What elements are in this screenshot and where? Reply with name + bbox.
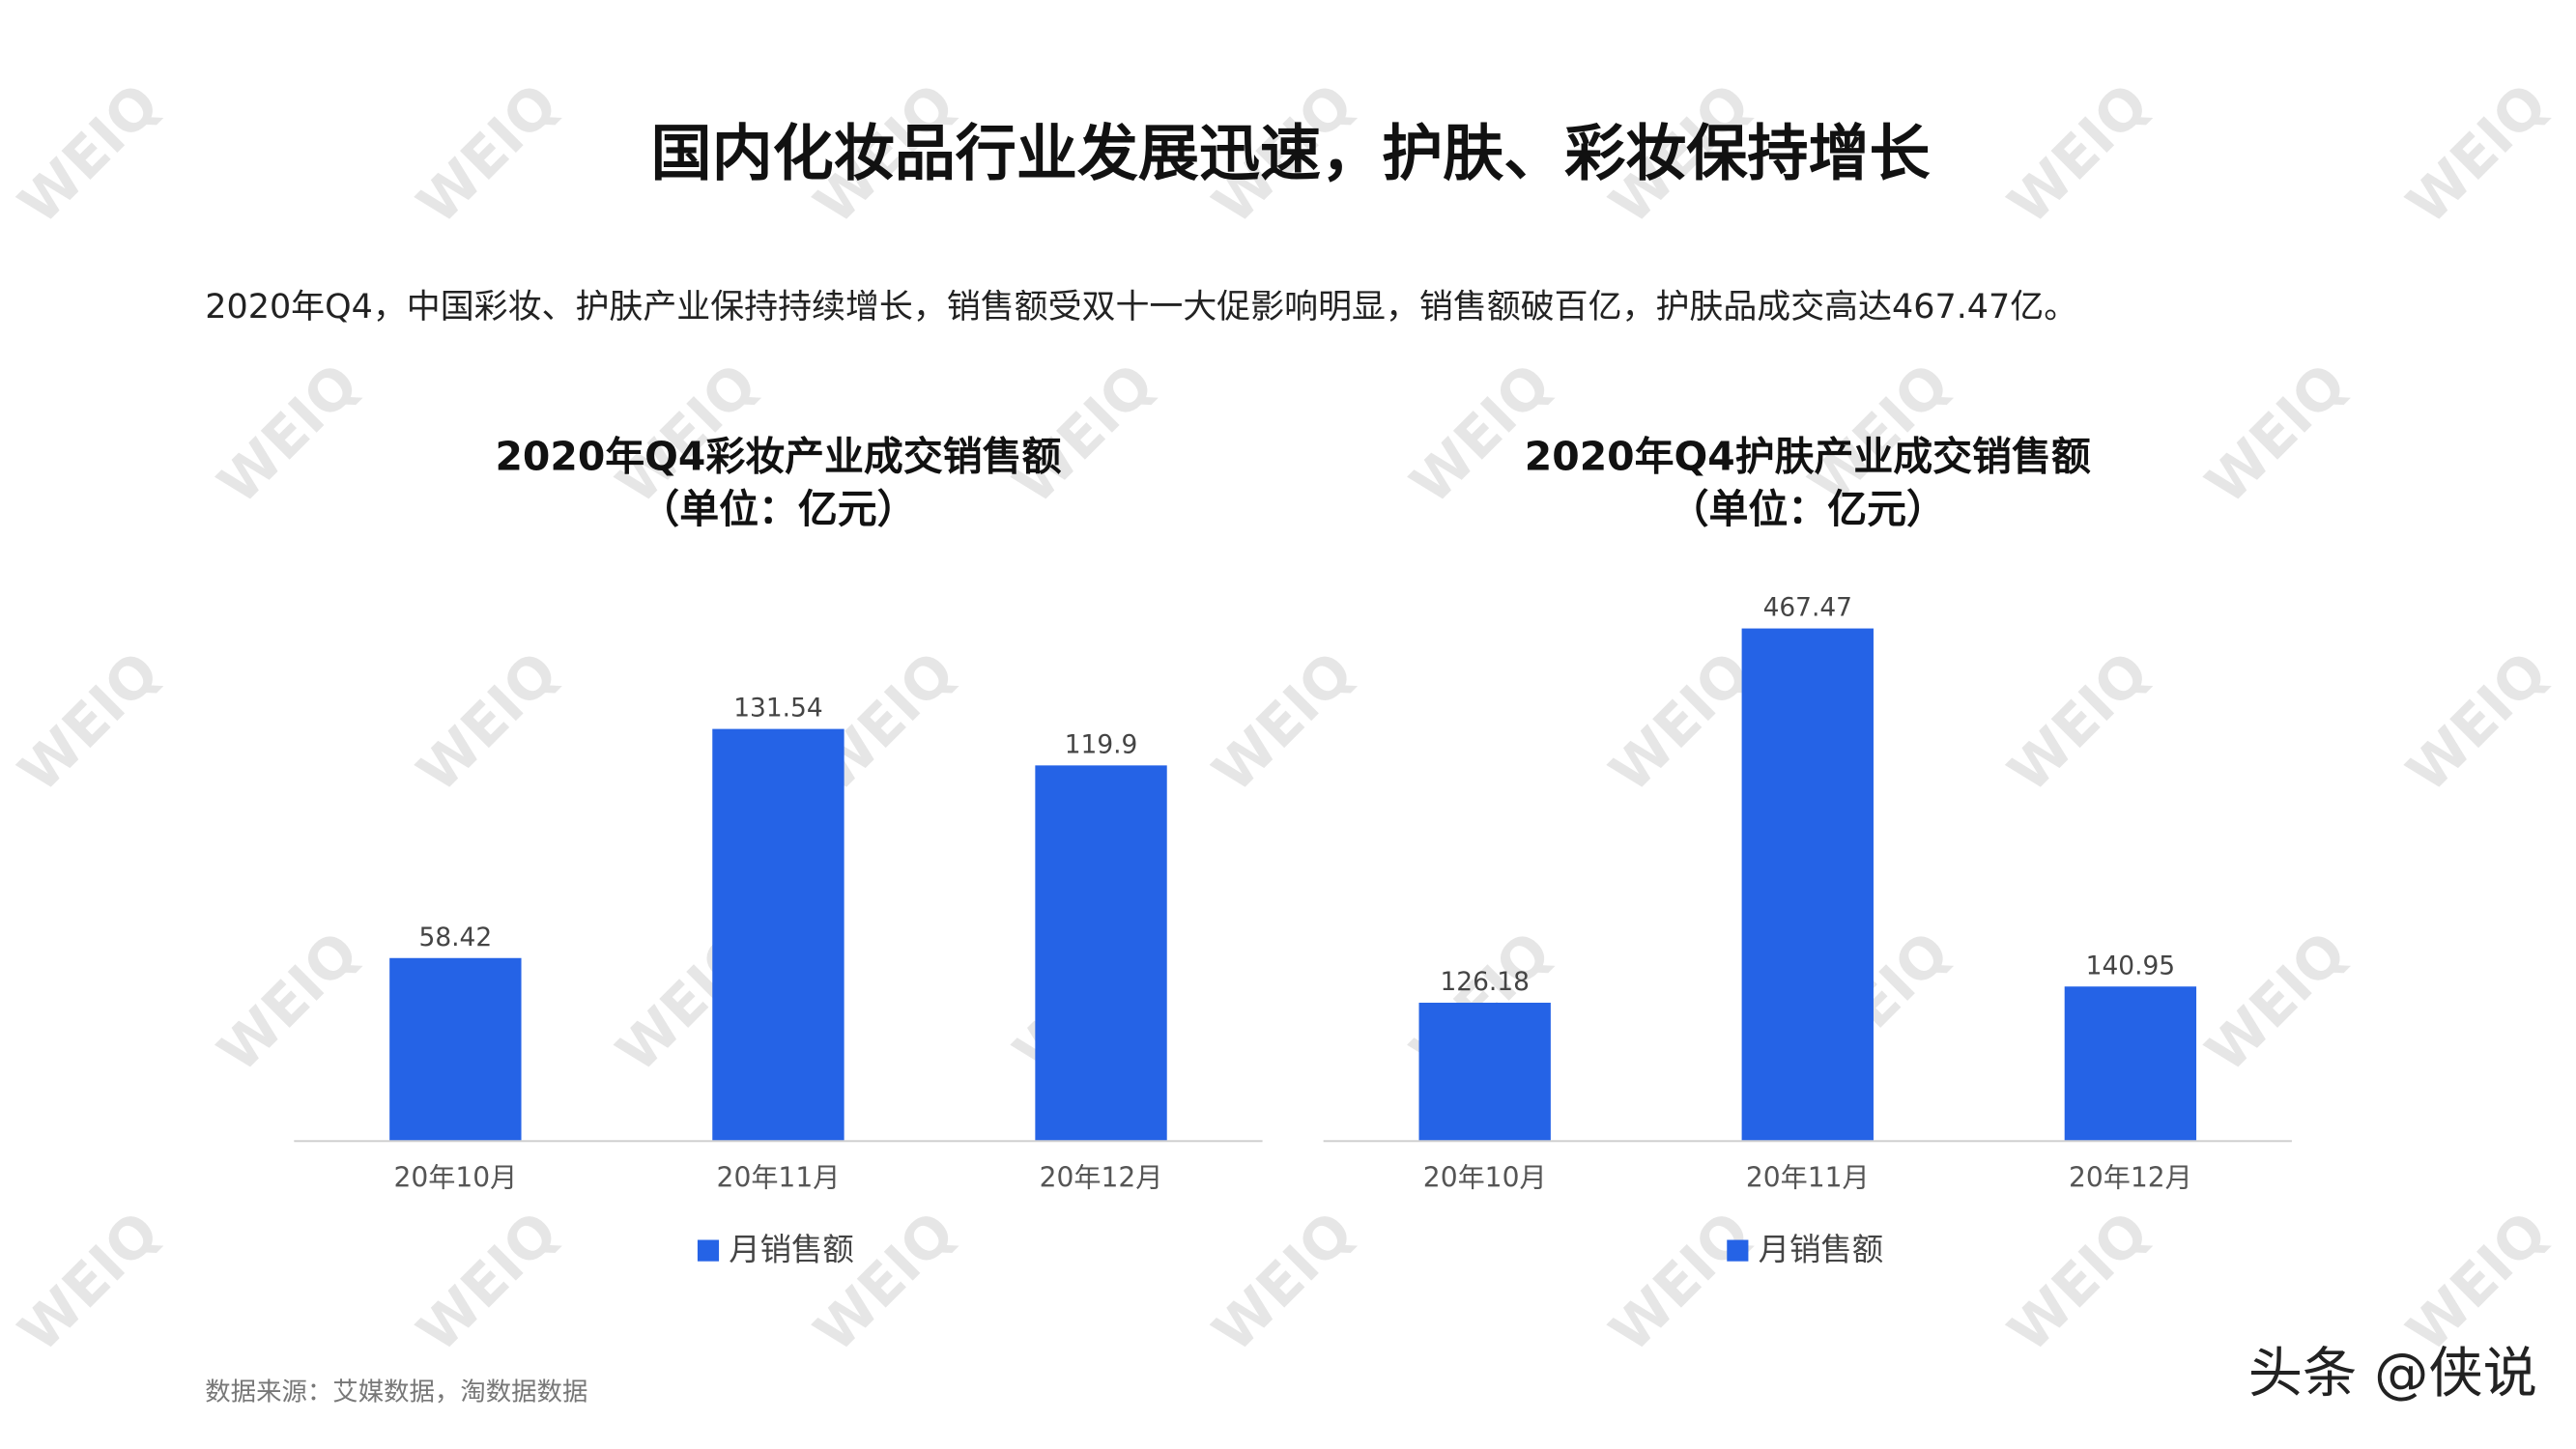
legend-label: 月销售额 [729, 1231, 854, 1267]
chart-subtitle: （单位：亿元） [1670, 486, 1946, 532]
x-tick-label: 20年12月 [1040, 1161, 1163, 1193]
credit: 头条 @侠说 [2248, 1343, 2537, 1406]
value-label: 140.95 [2086, 951, 2175, 980]
slide-title: 国内化妆品行业发展迅速，护肤、彩妆保持增长 [651, 118, 1931, 189]
value-label: 58.42 [419, 923, 493, 952]
bar [1418, 1003, 1551, 1142]
value-label: 467.47 [1763, 593, 1852, 623]
slide-subtitle: 2020年Q4，中国彩妆、护肤产业保持持续增长，销售额受双十一大促影响明显，销售… [205, 288, 2077, 327]
bar [712, 728, 844, 1142]
value-label: 119.9 [1065, 729, 1138, 759]
x-tick-label: 20年12月 [2069, 1161, 2192, 1193]
legend-label: 月销售额 [1759, 1231, 1884, 1267]
bar [1741, 628, 1874, 1142]
bar [2064, 986, 2197, 1142]
value-label: 126.18 [1440, 967, 1529, 997]
chart-title: 2020年Q4彩妆产业成交销售额 [495, 434, 1061, 480]
chart-title: 2020年Q4护肤产业成交销售额 [1525, 434, 2091, 480]
x-tick-label: 20年11月 [1746, 1161, 1870, 1193]
x-tick-label: 20年11月 [717, 1161, 841, 1193]
source-note: 数据来源：艾媒数据，淘数据数据 [205, 1378, 587, 1407]
bar [1035, 765, 1167, 1142]
bar [389, 957, 522, 1142]
x-tick-label: 20年10月 [1423, 1161, 1547, 1193]
legend-swatch [697, 1239, 720, 1262]
value-label: 131.54 [733, 694, 822, 724]
chart-subtitle: （单位：亿元） [640, 486, 916, 532]
x-tick-label: 20年10月 [393, 1161, 517, 1193]
legend-swatch [1727, 1239, 1749, 1262]
